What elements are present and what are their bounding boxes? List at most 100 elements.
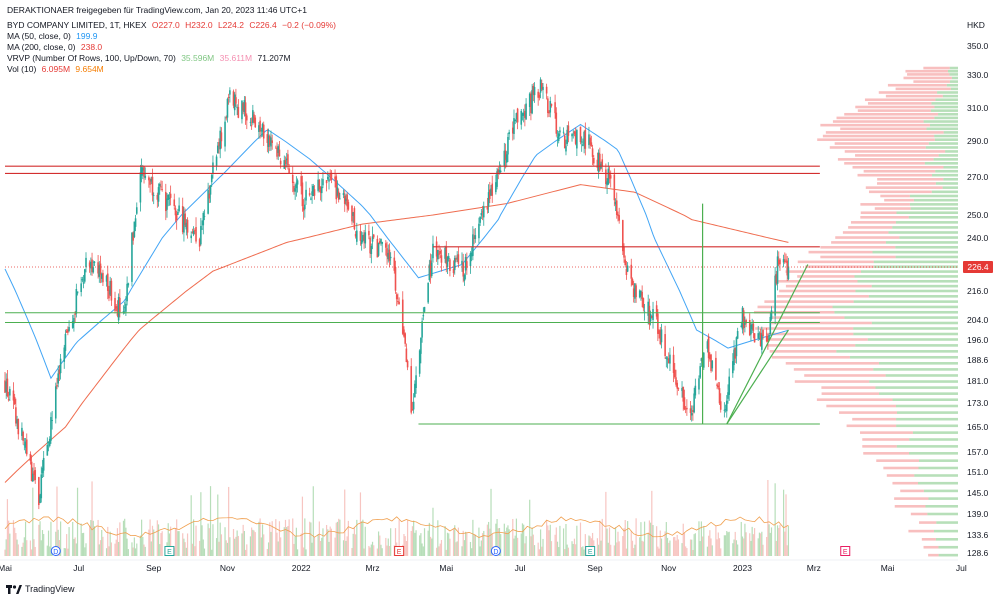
vp-down-bar — [846, 424, 897, 428]
candle-body — [449, 259, 451, 271]
volume-bar — [776, 525, 779, 556]
volume-bar — [115, 539, 117, 556]
volume-bar — [143, 544, 145, 556]
volume-bar — [242, 524, 244, 556]
candle-body — [438, 253, 440, 255]
candle-body — [658, 330, 660, 334]
volume-bar — [75, 543, 77, 556]
candle-body — [664, 334, 666, 356]
candle-body — [91, 259, 93, 273]
vp-up-bar — [923, 120, 958, 123]
volume-bar — [80, 523, 82, 556]
candle-body — [393, 257, 396, 271]
volume-bar — [105, 548, 108, 556]
candle-body — [677, 388, 680, 389]
candle-body — [47, 442, 50, 443]
candle-body — [266, 134, 269, 143]
candle-body — [718, 388, 721, 404]
vp-down-bar — [821, 386, 876, 389]
candle-body — [90, 261, 92, 269]
candle-body — [456, 257, 458, 259]
candle-body — [177, 211, 179, 215]
symbol-name[interactable]: BYD COMPANY LIMITED, 1T, HKEX — [7, 20, 147, 30]
candle-body — [676, 382, 679, 389]
x-tick-label: Jul — [73, 563, 84, 573]
volume-bar — [659, 530, 661, 556]
volume-bar — [559, 525, 561, 556]
vp-up-bar — [895, 221, 958, 224]
candle-body — [183, 213, 185, 233]
candle-body — [68, 327, 70, 331]
vp-down-bar — [766, 332, 854, 336]
candle-body — [88, 262, 91, 267]
trendline — [726, 264, 809, 425]
vp-up-bar — [855, 344, 958, 347]
volume-bar — [319, 540, 322, 556]
vp-down-bar — [797, 275, 855, 278]
candle-body — [498, 170, 501, 173]
vp-up-bar — [913, 198, 958, 202]
vp-down-bar — [894, 497, 929, 500]
vp-up-bar — [896, 424, 958, 428]
volume-bar — [97, 519, 99, 556]
volume-bar — [601, 518, 603, 556]
volume-bar — [541, 546, 543, 556]
candle-body — [378, 241, 381, 244]
candle-body — [169, 193, 172, 198]
footer[interactable]: TradingView — [6, 584, 75, 594]
vp-up-bar — [892, 226, 958, 229]
vol-legend[interactable]: Vol (10) 6.095M 9.654M — [7, 64, 107, 75]
volume-bar — [573, 538, 576, 556]
candle-body — [495, 182, 497, 193]
candle-body — [310, 198, 312, 200]
volume-profile — [753, 66, 958, 557]
candle-body — [615, 200, 618, 215]
vp-up-bar — [873, 260, 958, 264]
volume-bar — [583, 549, 585, 556]
vp-down-bar — [855, 154, 939, 157]
volume-bar — [301, 496, 304, 556]
volume-bar — [440, 539, 443, 556]
ma50-legend[interactable]: MA (50, close, 0) 199.9 — [7, 31, 100, 42]
volume-bar — [556, 541, 559, 556]
volume-bar — [608, 527, 611, 556]
volume-bar — [43, 533, 45, 556]
candle-body — [82, 282, 85, 284]
candle-body — [784, 260, 786, 263]
candle-body — [694, 385, 697, 396]
earnings-icon — [840, 546, 851, 556]
candle-body — [395, 294, 398, 300]
horizontal-lines — [5, 165, 820, 425]
volume-bar — [91, 481, 93, 556]
candle-body — [67, 329, 69, 333]
volume-bar — [525, 536, 527, 556]
candle-body — [100, 274, 103, 279]
volume-bar — [693, 534, 695, 556]
candle-body — [617, 214, 619, 217]
candle-body — [522, 112, 525, 116]
candle-body — [76, 291, 79, 294]
ma200-legend[interactable]: MA (200, close, 0) 238.0 — [7, 42, 105, 53]
volume-bar — [148, 529, 150, 556]
candle-body — [591, 148, 594, 157]
candle-body — [567, 125, 570, 136]
volume-bar — [744, 523, 746, 556]
volume-bar — [294, 536, 296, 556]
volume-bar — [692, 549, 694, 556]
vrvp-legend[interactable]: VRVP (Number Of Rows, 100, Up/Down, 70) … — [7, 53, 294, 64]
candle-body — [397, 300, 399, 303]
change-value: −0.2 (−0.09%) — [282, 20, 336, 30]
volume-bar — [523, 524, 525, 556]
volume-bar — [596, 538, 599, 556]
volume-bar — [750, 540, 752, 556]
close-value: C226.4 — [249, 20, 277, 30]
candle-body — [630, 264, 633, 279]
candle-body — [291, 174, 294, 184]
volume-bar — [410, 530, 412, 556]
candle-body — [665, 357, 668, 359]
candle-body — [728, 376, 730, 395]
candle-body — [513, 118, 515, 134]
x-tick-label: Mai — [439, 563, 453, 573]
volume-bar — [322, 528, 324, 556]
